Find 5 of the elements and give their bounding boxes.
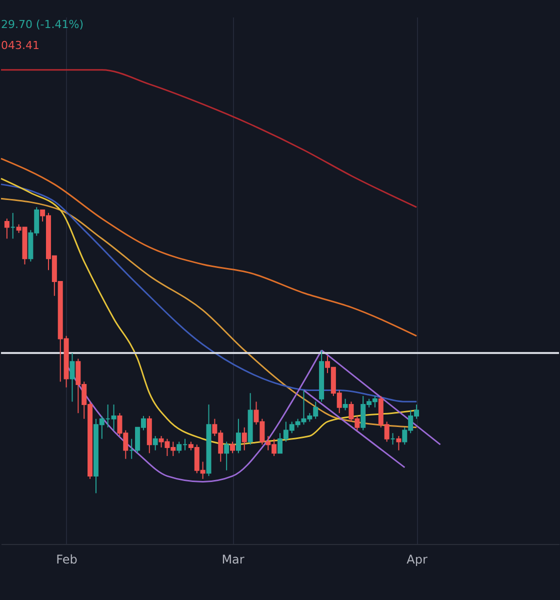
x-tick-label: Apr xyxy=(406,552,428,566)
x-tick-label: Mar xyxy=(222,552,244,566)
text: 29.70 (-1.41%) xyxy=(1,18,84,31)
x-tick-label: Feb xyxy=(56,552,78,566)
text: 043.41 xyxy=(1,39,40,52)
